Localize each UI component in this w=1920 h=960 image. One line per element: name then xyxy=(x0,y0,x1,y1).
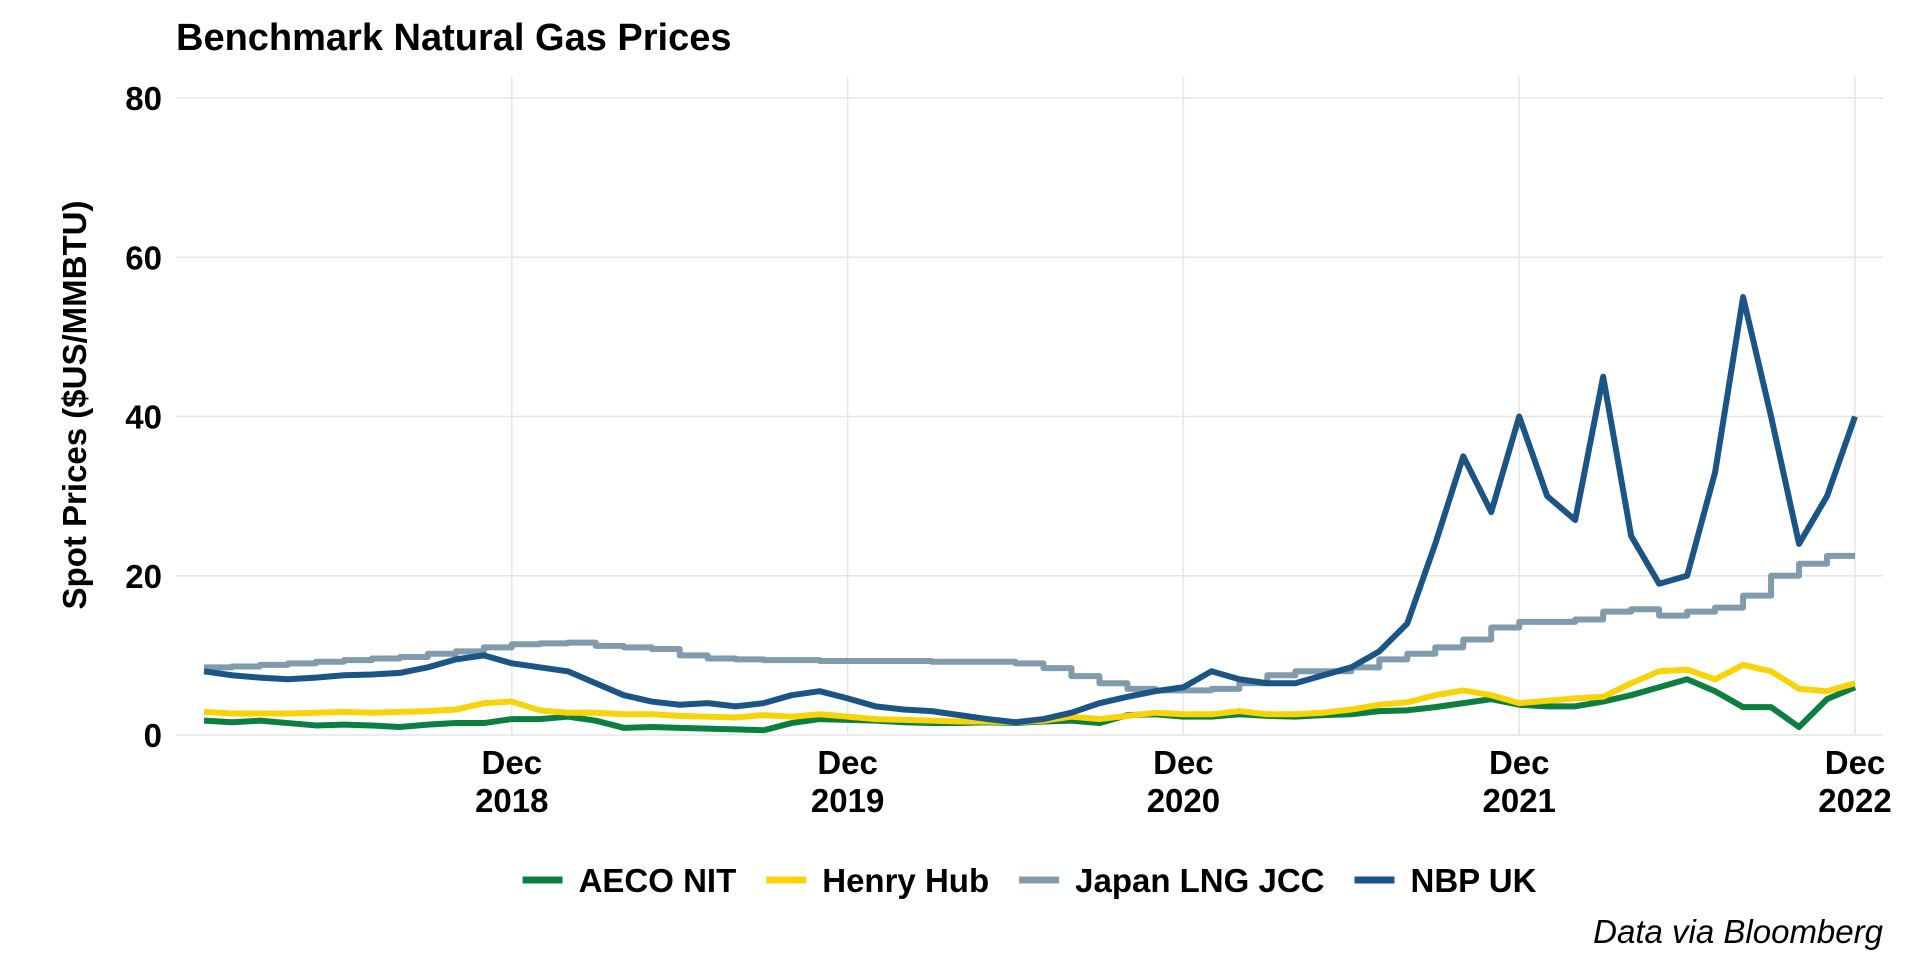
legend-label: AECO NIT xyxy=(579,862,737,899)
legend: AECO NIT Henry Hub Japan LNG JCC NBP UK xyxy=(522,862,1537,899)
legend-label: NBP UK xyxy=(1411,862,1537,899)
y-tick-label: 40 xyxy=(125,399,162,436)
y-tick-label: 20 xyxy=(125,558,162,595)
chart-title: Benchmark Natural Gas Prices xyxy=(176,17,732,59)
legend-item: Henry Hub xyxy=(766,862,989,899)
x-tick-label: Dec 2019 xyxy=(811,744,884,819)
legend-item: NBP UK xyxy=(1354,862,1537,899)
x-tick-label: Dec 2021 xyxy=(1483,744,1556,819)
series-line xyxy=(203,661,1856,726)
x-tick-label: Dec 2022 xyxy=(1818,744,1891,819)
y-tick-label: 0 xyxy=(144,717,162,754)
legend-item: Japan LNG JCC xyxy=(1019,862,1325,899)
y-tick-label: 60 xyxy=(125,239,162,276)
x-tick-label: Dec 2020 xyxy=(1147,744,1220,819)
y-tick-label: 80 xyxy=(125,80,162,117)
y-axis-label: Spot Prices ($US/MMBTU) xyxy=(56,201,93,610)
series-line xyxy=(203,552,1856,694)
caption: Data via Bloomberg xyxy=(1593,913,1883,950)
series-line xyxy=(203,294,1858,726)
legend-label: Henry Hub xyxy=(822,862,989,899)
legend-item: AECO NIT xyxy=(522,862,737,899)
legend-label: Japan LNG JCC xyxy=(1075,862,1324,899)
grid xyxy=(176,77,1883,736)
x-tick-label: Dec 2018 xyxy=(475,744,548,819)
